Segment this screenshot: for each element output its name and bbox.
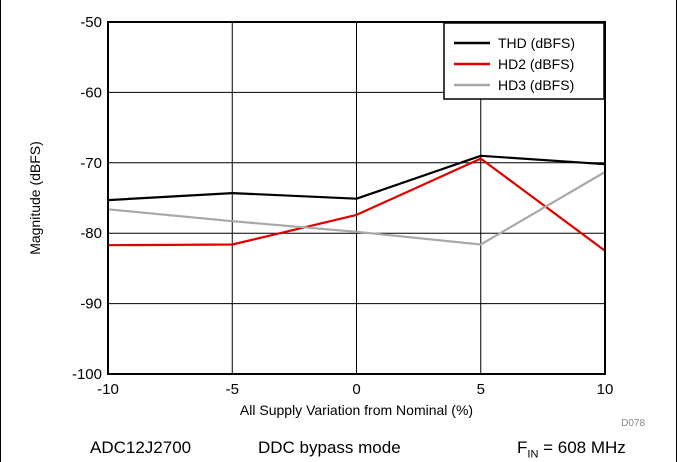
x-tick-label: 5: [477, 381, 485, 398]
x-tick-label: -10: [97, 381, 119, 398]
y-axis-label: Magnitude (dBFS): [27, 141, 43, 255]
series-line: [107, 171, 606, 246]
series-group: [107, 154, 606, 252]
tick-labels: -10 -5 0 5 10-50-60-70-80-90-100: [72, 14, 613, 398]
y-tick-label: -100: [72, 366, 102, 383]
legend: THD (dBFS) HD2 (dBFS) HD3 (dBFS): [443, 22, 605, 100]
x-tick-label: 0: [352, 381, 360, 398]
y-tick-label: -70: [80, 155, 102, 172]
x-tick-label: 10: [597, 381, 614, 398]
line-chart: -10 -5 0 5 10-50-60-70-80-90-100 THD (dBFS)H…: [27, 14, 645, 429]
x-axis-label: All Supply Variation from Nominal (%): [240, 402, 473, 418]
caption-mode: DDC bypass mode: [258, 438, 401, 457]
y-tick-label: -90: [80, 296, 102, 313]
legend-box: [443, 22, 605, 100]
fin-prefix: F: [517, 438, 528, 457]
y-tick-label: -80: [80, 225, 102, 242]
figure-code: D078: [621, 418, 645, 429]
y-tick-label: -50: [80, 14, 102, 31]
plot-area-frame: [107, 21, 606, 375]
x-tick-label: -5: [226, 381, 239, 398]
caption-device: ADC12J2700: [90, 438, 192, 457]
legend-label: HD3 (dBFS): [498, 77, 574, 93]
series-line: [107, 157, 606, 252]
fin-value: = 608 MHz: [538, 438, 626, 457]
series-line: [107, 154, 606, 202]
y-tick-label: -60: [80, 84, 102, 101]
caption-input-frequency: FIN = 608 MHz: [517, 438, 626, 460]
fin-subscript: IN: [527, 448, 539, 461]
legend-label: HD2 (dBFS): [498, 56, 574, 72]
legend-label: THD (dBFS): [498, 35, 575, 51]
